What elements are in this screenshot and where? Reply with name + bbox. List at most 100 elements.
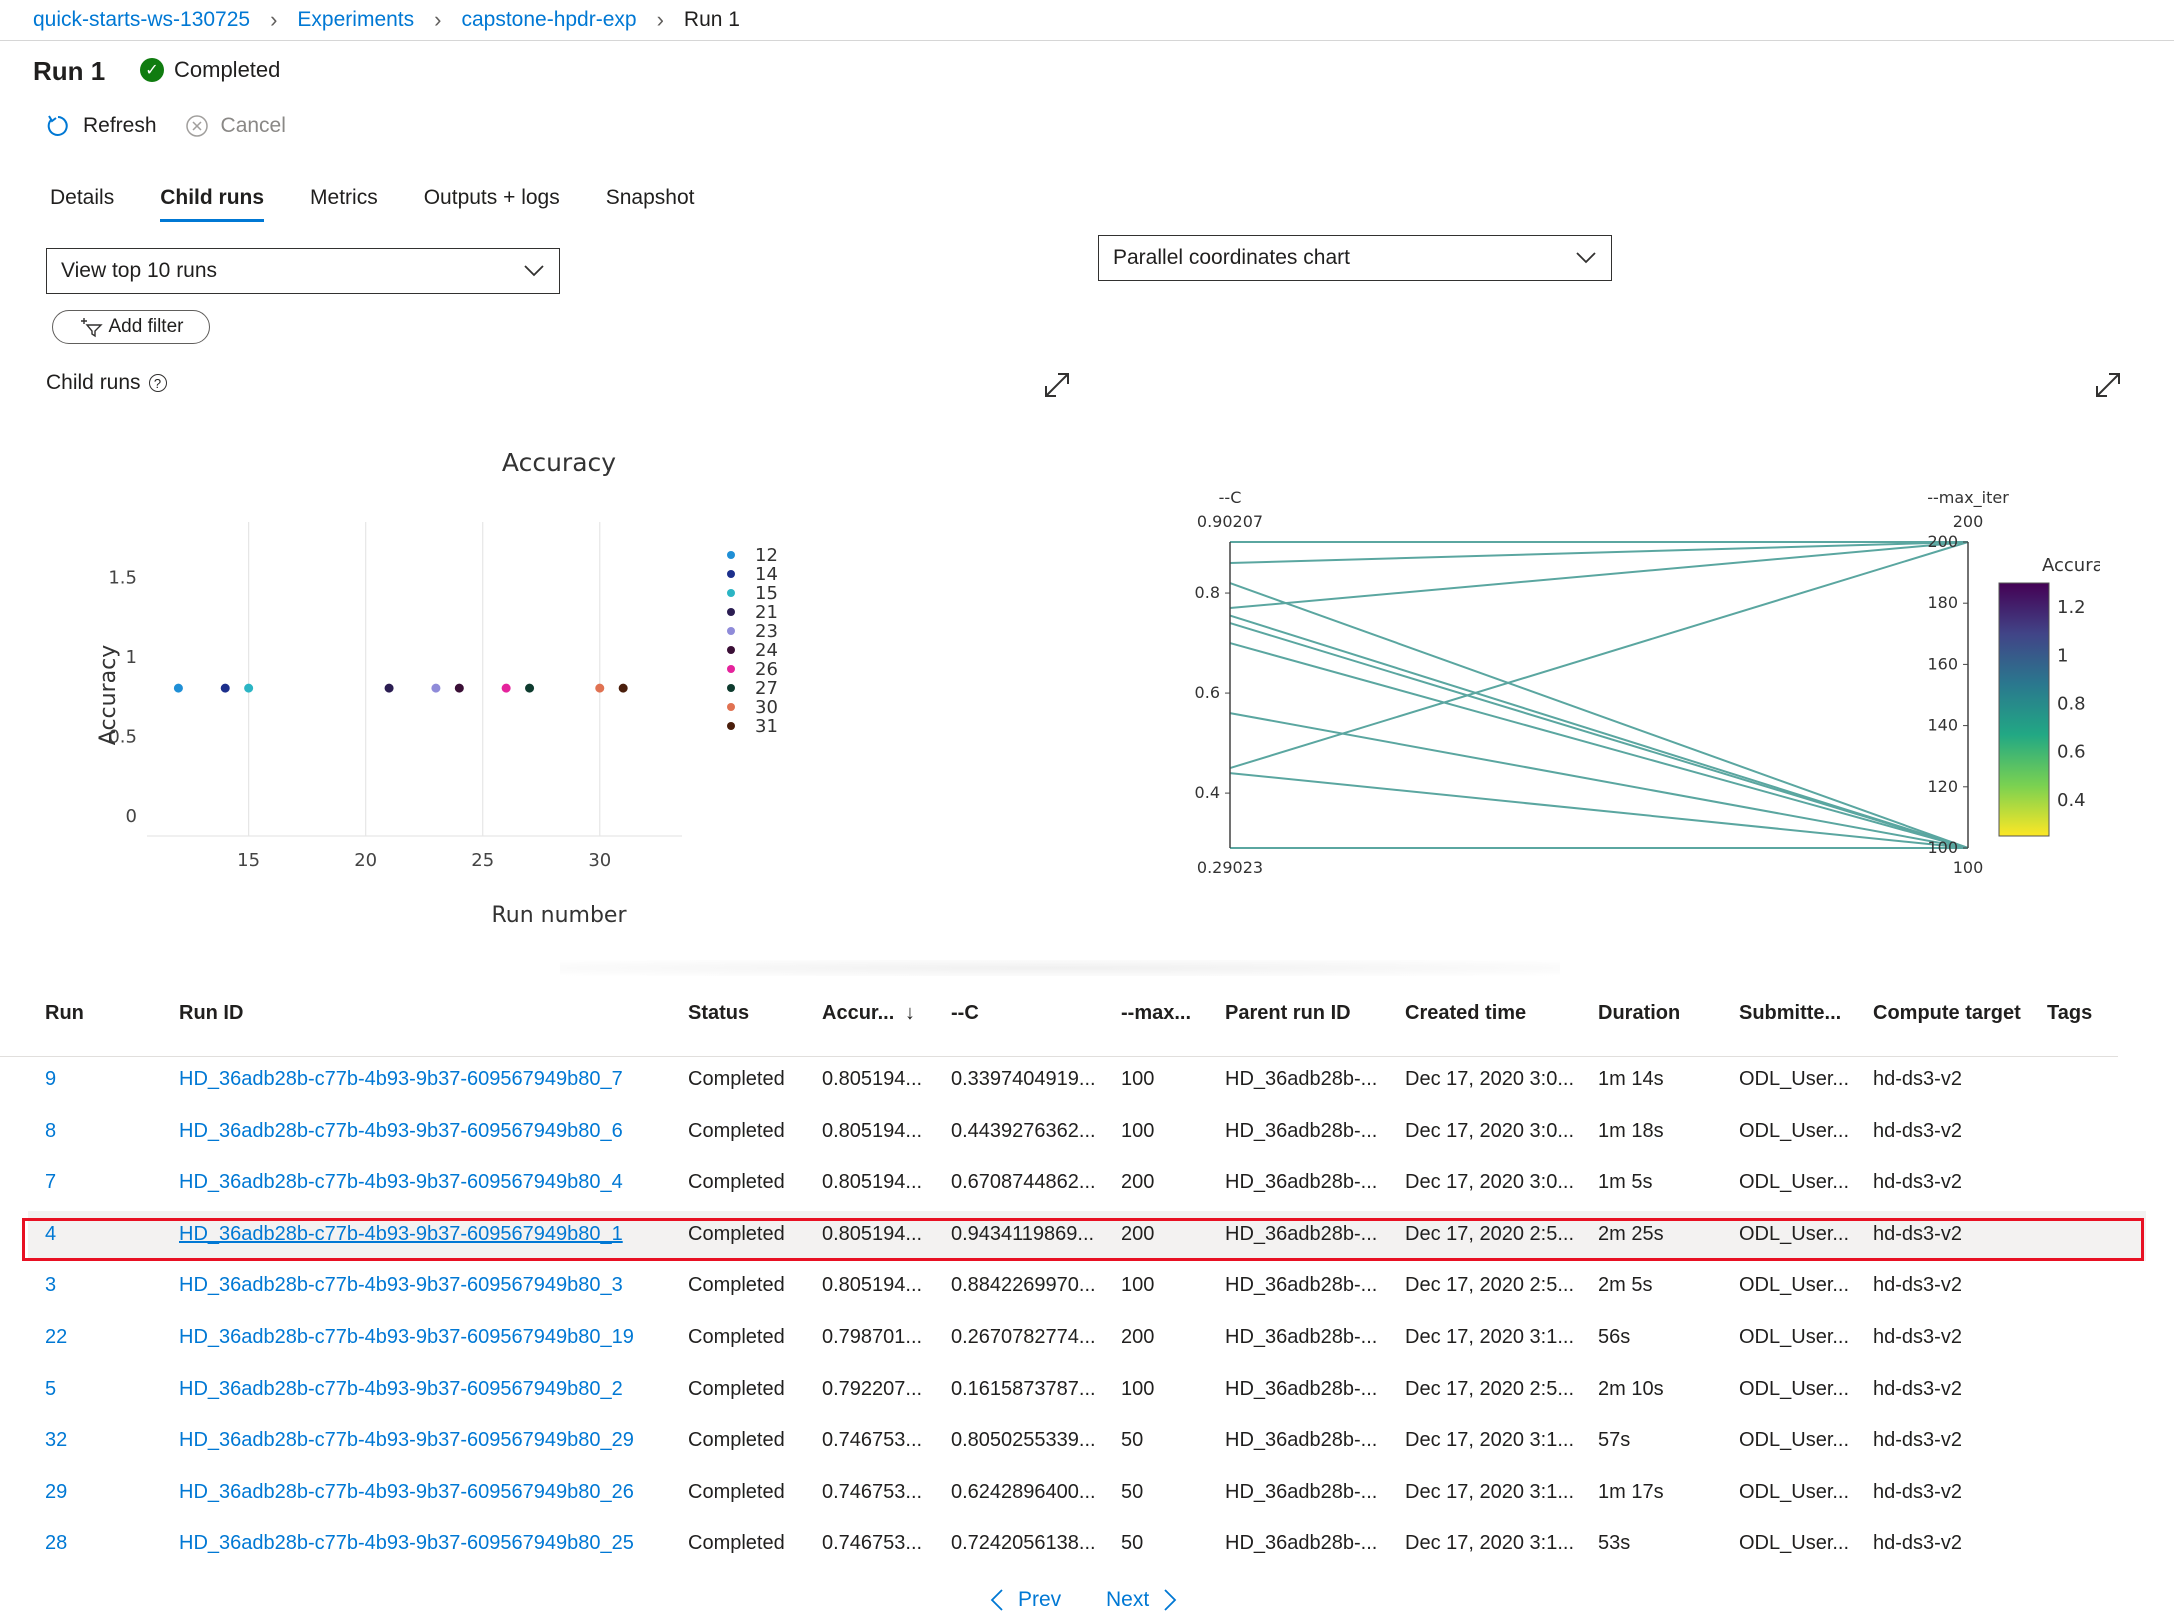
breadcrumb-experiment[interactable]: capstone-hpdr-exp (461, 8, 637, 31)
compute-target-cell: hd-ds3-v2 (1873, 1274, 1962, 1297)
data-point[interactable] (244, 683, 254, 693)
x-axis-label: Run number (491, 903, 627, 928)
legend-label[interactable]: 31 (755, 716, 778, 737)
axis-maxiter-min: 100 (1953, 858, 1984, 877)
table-row[interactable]: 9 HD_36adb28b-c77b-4b93-9b37-609567949b80… (28, 1056, 2146, 1106)
run-id-link[interactable]: HD_36adb28b-c77b-4b93-9b37-609567949b80_… (179, 1119, 623, 1142)
run-number[interactable]: 8 (45, 1119, 57, 1142)
refresh-button[interactable]: Refresh (45, 113, 157, 139)
c-tick-label: 0.4 (1195, 783, 1220, 802)
run-number[interactable]: 22 (45, 1326, 68, 1348)
data-point[interactable] (501, 683, 511, 693)
parallel-line[interactable] (1229, 541, 1969, 610)
table-row[interactable]: 7 HD_36adb28b-c77b-4b93-9b37-609567949b80… (28, 1159, 2146, 1209)
run-number[interactable]: 4 (45, 1222, 57, 1245)
data-point[interactable] (384, 683, 394, 693)
tab-child-runs[interactable]: Child runs (160, 186, 264, 222)
table-row[interactable]: 28 HD_36adb28b-c77b-4b93-9b37-609567949b8… (28, 1520, 2146, 1570)
col-run-id[interactable]: Run ID (179, 1002, 244, 1024)
run-id-link[interactable]: HD_36adb28b-c77b-4b93-9b37-609567949b80_… (179, 1532, 634, 1555)
run-id-link[interactable]: HD_36adb28b-c77b-4b93-9b37-609567949b80_… (179, 1171, 623, 1194)
legend-label[interactable]: 24 (755, 640, 778, 661)
chevron-right-icon: › (656, 7, 664, 32)
parallel-line[interactable] (1229, 541, 1969, 770)
data-point[interactable] (220, 683, 230, 693)
legend-label[interactable]: 30 (755, 697, 778, 718)
created-time-cell: Dec 17, 2020 2:5... (1405, 1222, 1575, 1245)
col-max-iter[interactable]: --max... (1121, 1002, 1192, 1024)
legend-label[interactable]: 14 (755, 564, 778, 585)
prev-page-button[interactable]: Prev (990, 1588, 1061, 1612)
run-id-link[interactable]: HD_36adb28b-c77b-4b93-9b37-609567949b80_… (179, 1222, 623, 1245)
run-id-link[interactable]: HD_36adb28b-c77b-4b93-9b37-609567949b80_… (179, 1326, 634, 1348)
help-icon[interactable]: ? (148, 374, 167, 392)
legend-label[interactable]: 26 (755, 659, 778, 680)
table-row[interactable]: 3 HD_36adb28b-c77b-4b93-9b37-609567949b80… (28, 1262, 2146, 1312)
run-id-link[interactable]: HD_36adb28b-c77b-4b93-9b37-609567949b80_… (179, 1429, 634, 1452)
run-number[interactable]: 29 (45, 1480, 68, 1503)
run-number[interactable]: 7 (45, 1171, 57, 1194)
col-c[interactable]: --C (951, 1002, 979, 1024)
run-id-link[interactable]: HD_36adb28b-c77b-4b93-9b37-609567949b80_… (179, 1068, 623, 1090)
breadcrumb-workspace[interactable]: quick-starts-ws-130725 (33, 8, 251, 31)
data-point[interactable] (525, 683, 535, 693)
expand-icon[interactable] (1042, 370, 1072, 400)
run-id-link[interactable]: HD_36adb28b-c77b-4b93-9b37-609567949b80_… (179, 1480, 634, 1503)
view-runs-dropdown[interactable]: View top 10 runs (46, 248, 560, 294)
data-point[interactable] (595, 683, 605, 693)
add-filter-button[interactable]: Add filter (52, 310, 210, 344)
legend-label[interactable]: 21 (755, 602, 778, 623)
col-compute-target[interactable]: Compute target (1873, 1002, 2021, 1024)
chart-type-dropdown[interactable]: Parallel coordinates chart (1098, 235, 1612, 281)
table-row[interactable]: 8 HD_36adb28b-c77b-4b93-9b37-609567949b80… (28, 1108, 2146, 1158)
tab-outputs-logs[interactable]: Outputs + logs (423, 186, 560, 209)
legend-label[interactable]: 12 (755, 545, 778, 566)
parallel-line[interactable] (1229, 712, 1969, 849)
col-parent-run-id[interactable]: Parent run ID (1225, 1002, 1351, 1024)
data-point[interactable] (618, 683, 628, 693)
table-row[interactable]: 29 HD_36adb28b-c77b-4b93-9b37-609567949b8… (28, 1469, 2146, 1519)
tab-snapshot[interactable]: Snapshot (605, 186, 695, 209)
run-number[interactable]: 28 (45, 1532, 68, 1555)
col-created-time[interactable]: Created time (1405, 1002, 1527, 1024)
data-point[interactable] (454, 683, 464, 693)
col-submitted-by[interactable]: Submitte... (1739, 1002, 1842, 1024)
table-row[interactable]: 5 HD_36adb28b-c77b-4b93-9b37-609567949b80… (28, 1366, 2146, 1416)
parallel-line[interactable] (1229, 772, 1969, 849)
legend-label[interactable]: 23 (755, 621, 778, 642)
next-page-button[interactable]: Next (1106, 1588, 1177, 1612)
parallel-line[interactable] (1229, 541, 1969, 565)
parallel-line[interactable] (1229, 614, 1969, 849)
expand-icon[interactable] (2093, 370, 2123, 400)
cancel-button[interactable]: Cancel (185, 114, 286, 138)
table-row[interactable]: 22 HD_36adb28b-c77b-4b93-9b37-609567949b8… (28, 1314, 2146, 1364)
legend-marker (727, 684, 735, 692)
run-number[interactable]: 9 (45, 1068, 57, 1090)
data-point[interactable] (431, 683, 441, 693)
col-duration[interactable]: Duration (1598, 1002, 1681, 1024)
colorbar-tick-label: 0.8 (2057, 693, 2086, 714)
tab-details[interactable]: Details (50, 186, 115, 209)
created-time-cell: Dec 17, 2020 3:1... (1405, 1429, 1575, 1452)
legend-label[interactable]: 15 (755, 583, 778, 604)
tab-metrics[interactable]: Metrics (310, 186, 378, 209)
col-status[interactable]: Status (688, 1002, 750, 1024)
run-id-link[interactable]: HD_36adb28b-c77b-4b93-9b37-609567949b80_… (179, 1274, 623, 1297)
compute-target-cell: hd-ds3-v2 (1873, 1326, 1962, 1348)
run-id-link[interactable]: HD_36adb28b-c77b-4b93-9b37-609567949b80_… (179, 1377, 623, 1400)
table-row[interactable]: 32 HD_36adb28b-c77b-4b93-9b37-609567949b8… (28, 1417, 2146, 1467)
col-accuracy[interactable]: Accur... (822, 1002, 895, 1024)
run-number[interactable]: 3 (45, 1274, 57, 1297)
parallel-line[interactable] (1229, 642, 1969, 849)
run-number[interactable]: 5 (45, 1377, 57, 1400)
parallel-line[interactable] (1229, 582, 1969, 849)
run-number[interactable]: 32 (45, 1429, 68, 1452)
col-tags[interactable]: Tags (2047, 1002, 2093, 1024)
legend-label[interactable]: 27 (755, 678, 778, 699)
parallel-line[interactable] (1229, 622, 1969, 849)
breadcrumb-experiments[interactable]: Experiments (297, 8, 415, 31)
sort-desc-icon[interactable]: ↓ (905, 1002, 915, 1024)
data-point[interactable] (173, 683, 183, 693)
col-run[interactable]: Run (45, 1002, 84, 1024)
duration-cell: 53s (1598, 1532, 1631, 1555)
